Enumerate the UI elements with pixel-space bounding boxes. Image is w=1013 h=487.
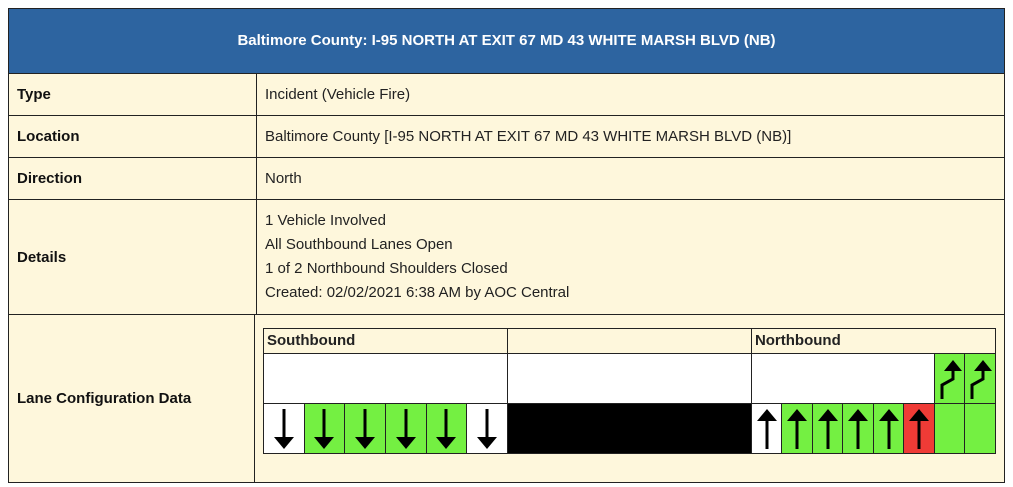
southbound-lane xyxy=(425,403,468,454)
northbound-lane xyxy=(781,403,813,454)
arrow-up-icon xyxy=(752,407,782,451)
details-line: 1 of 2 Northbound Shoulders Closed xyxy=(265,260,508,277)
direction-label: Direction xyxy=(9,158,257,199)
location-value: Baltimore County [I-95 NORTH AT EXIT 67 … xyxy=(265,127,792,145)
lane-config-label: Lane Configuration Data xyxy=(9,315,255,482)
northbound-lane xyxy=(872,403,905,454)
arrow-merge-right-up-icon xyxy=(965,357,995,401)
southbound-lane xyxy=(263,403,305,454)
northbound-lane xyxy=(933,403,966,454)
arrow-down-icon xyxy=(264,407,304,451)
row-details: Details 1 Vehicle Involved All Southboun… xyxy=(9,200,1004,315)
details-line: 1 Vehicle Involved xyxy=(265,212,386,229)
details-line: Created: 02/02/2021 6:38 AM by AOC Centr… xyxy=(265,284,570,301)
lane-grid: Southbound Northbound xyxy=(263,328,997,454)
arrow-down-icon xyxy=(305,407,345,451)
southbound-header: Southbound xyxy=(263,328,508,354)
southbound-lane xyxy=(303,403,346,454)
northbound-lane xyxy=(750,403,783,454)
northbound-lane xyxy=(842,403,874,454)
arrow-down-icon xyxy=(345,407,385,451)
northbound-lane xyxy=(964,403,996,454)
details-line: All Southbound Lanes Open xyxy=(265,236,453,253)
row-direction: Direction North xyxy=(9,158,1004,200)
northbound-lane xyxy=(903,403,935,454)
row-lane-config: Lane Configuration Data Southbound North… xyxy=(9,315,1004,482)
arrow-up-icon xyxy=(813,407,843,451)
details-label: Details xyxy=(9,200,257,314)
direction-value: North xyxy=(265,169,302,187)
southbound-lane xyxy=(344,403,386,454)
southbound-lane xyxy=(384,403,427,454)
northbound-ramp-lane xyxy=(964,353,996,404)
median-header xyxy=(506,328,752,354)
arrow-down-icon xyxy=(386,407,426,451)
row-type: Type Incident (Vehicle Fire) xyxy=(9,74,1004,116)
arrow-up-icon xyxy=(874,407,904,451)
median xyxy=(506,403,752,454)
type-value: Incident (Vehicle Fire) xyxy=(265,85,411,103)
lane-diagram: Southbound Northbound xyxy=(263,328,997,454)
row-location: Location Baltimore County [I-95 NORTH AT… xyxy=(9,116,1004,158)
arrow-up-icon xyxy=(904,407,934,451)
page-title: Baltimore County: I-95 NORTH AT EXIT 67 … xyxy=(9,9,1004,74)
arrow-down-icon xyxy=(467,407,507,451)
details-value: 1 Vehicle Involved All Southbound Lanes … xyxy=(257,200,1004,314)
arrow-down-icon xyxy=(427,407,467,451)
northbound-ramp-area xyxy=(750,353,935,404)
event-details-table: Baltimore County: I-95 NORTH AT EXIT 67 … xyxy=(8,8,1005,483)
southbound-lane xyxy=(466,403,508,454)
type-label: Type xyxy=(9,74,257,115)
location-label: Location xyxy=(9,116,257,157)
arrow-merge-right-up-icon xyxy=(935,357,965,401)
southbound-ramp-area xyxy=(263,353,508,404)
northbound-header: Northbound xyxy=(750,328,997,354)
median-ramp-area xyxy=(506,353,752,404)
northbound-ramp-lane xyxy=(933,353,966,404)
northbound-lane xyxy=(811,403,844,454)
arrow-up-icon xyxy=(843,407,873,451)
arrow-up-icon xyxy=(782,407,812,451)
